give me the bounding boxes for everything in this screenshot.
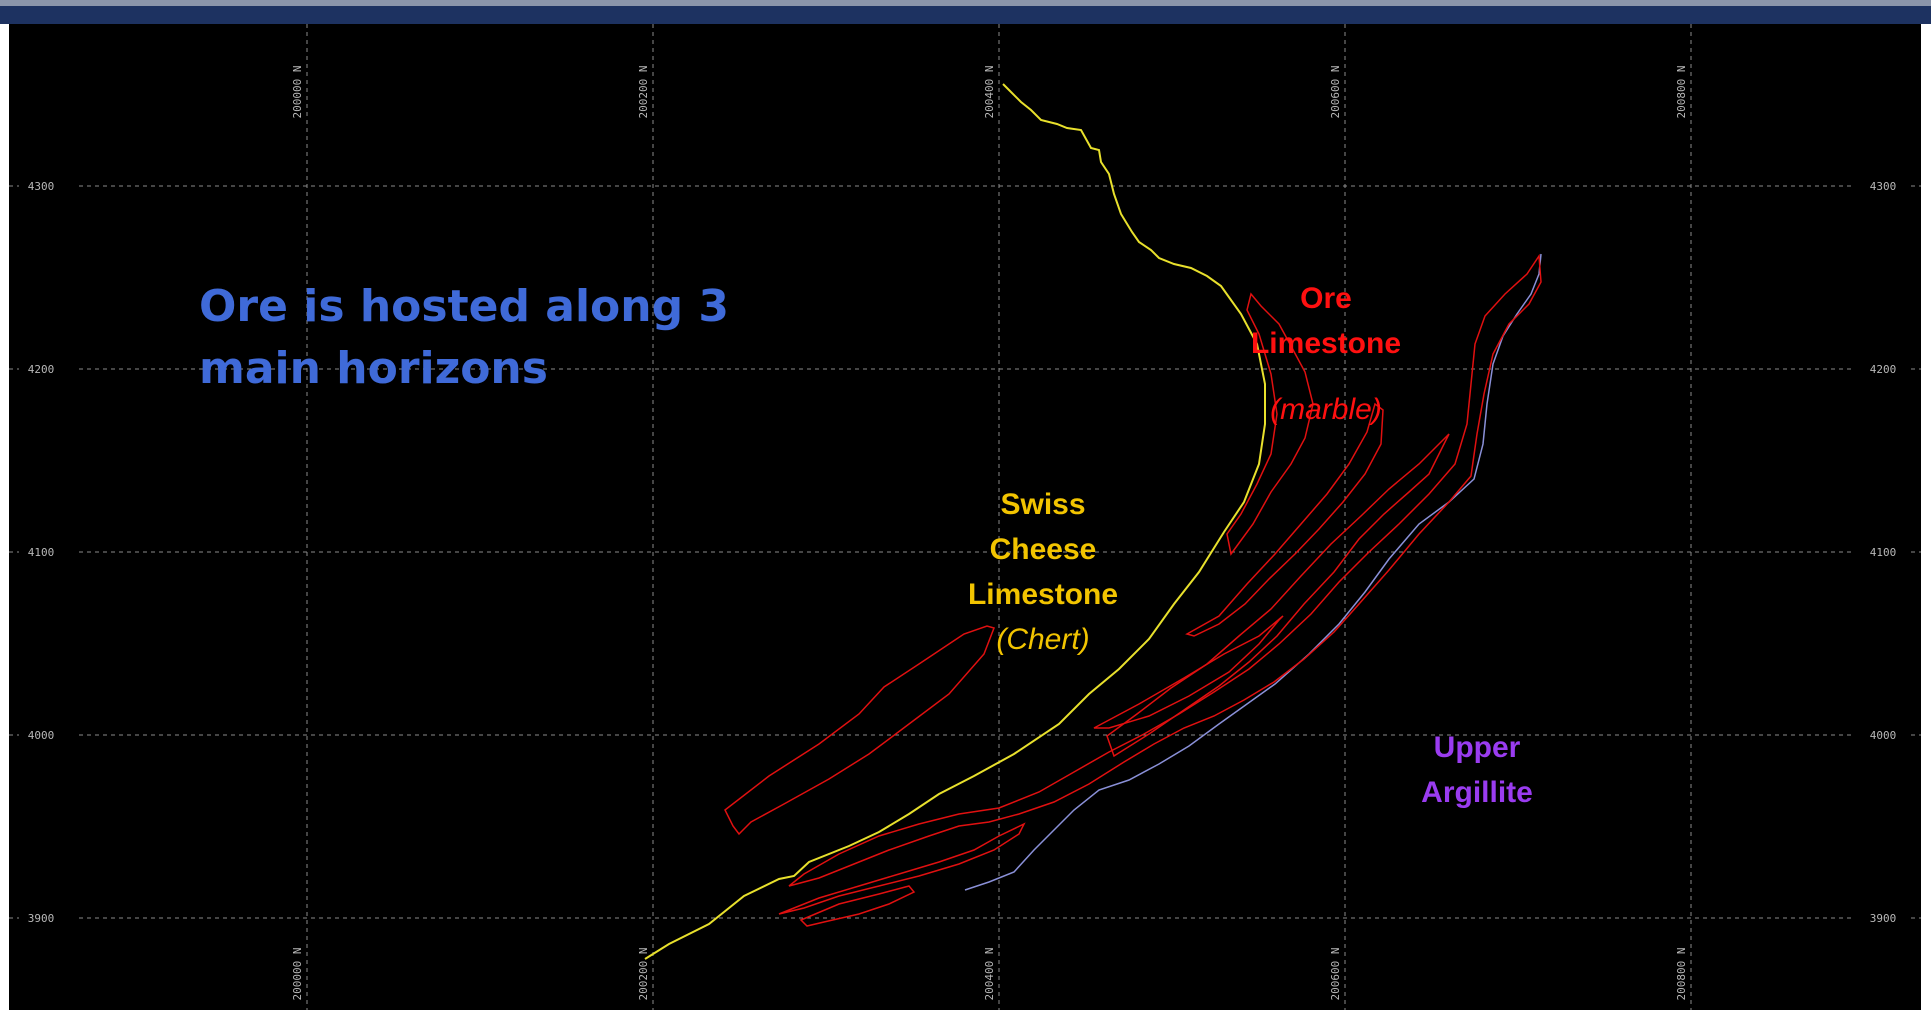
chert-note-label: (Chert) bbox=[953, 572, 1133, 662]
elevation-tick-label: 3900 bbox=[1870, 912, 1897, 925]
elevation-tick-label: 4200 bbox=[28, 363, 55, 376]
elevation-tick-label: 4100 bbox=[28, 546, 55, 559]
elevation-tick-label: 4200 bbox=[1870, 363, 1897, 376]
upper-argillite-name: Upper Argillite bbox=[1421, 731, 1533, 809]
easting-tick-label: 200600 N bbox=[1329, 66, 1342, 119]
ore-lens-inner bbox=[1093, 615, 1284, 729]
marble-note: (marble) bbox=[1270, 393, 1382, 426]
easting-tick-label: 200200 N bbox=[637, 66, 650, 119]
ore-lens-lower bbox=[799, 885, 916, 927]
swiss-cheese-contact-line bbox=[644, 83, 1266, 960]
elevation-tick-label: 4000 bbox=[1870, 729, 1897, 742]
ore-limestone-label: Ore Limestone bbox=[1241, 231, 1411, 366]
easting-tick-label: 200600 N bbox=[1329, 948, 1342, 1001]
easting-tick-label: 200800 N bbox=[1675, 66, 1688, 119]
easting-tick-label: 200200 N bbox=[637, 948, 650, 1001]
ore-horizon-main bbox=[788, 253, 1542, 887]
upper-argillite-label: Upper Argillite bbox=[1387, 680, 1567, 815]
elevation-tick-label: 4000 bbox=[28, 729, 55, 742]
ore-lens-west bbox=[724, 625, 995, 836]
easting-tick-label: 200000 N bbox=[291, 948, 304, 1001]
grid bbox=[9, 24, 1921, 1010]
elevation-tick-label: 4100 bbox=[1870, 546, 1897, 559]
easting-tick-label: 200000 N bbox=[291, 66, 304, 119]
ore-limestone-body bbox=[1185, 402, 1384, 637]
easting-tick-label: 200400 N bbox=[983, 948, 996, 1001]
cross-section-plot: 200000 N 200000 N 200200 N 200200 N 200400 N… bbox=[9, 24, 1921, 1010]
swiss-cheese-limestone-name: Swiss Cheese Limestone bbox=[967, 488, 1119, 611]
ore-limestone-upper bbox=[1226, 292, 1314, 556]
ore-band-lower bbox=[778, 822, 1026, 915]
elevation-tick-label: 4300 bbox=[1870, 180, 1897, 193]
swiss-cheese-limestone-label: Swiss Cheese Limestone bbox=[953, 437, 1133, 617]
marble-note-label: (marble) bbox=[1241, 342, 1411, 432]
grid-labels: 200000 N 200000 N 200200 N 200200 N 200400 N… bbox=[28, 66, 1897, 1001]
slide-title: Ore is hosted along 3 main horizons bbox=[199, 281, 730, 394]
ore-horizon-outlines bbox=[724, 253, 1542, 927]
ore-limestone-middle bbox=[1106, 433, 1450, 758]
title-bar-highlight bbox=[0, 0, 1931, 6]
easting-tick-label: 200800 N bbox=[1675, 948, 1688, 1001]
elevation-tick-label: 4300 bbox=[28, 180, 55, 193]
ore-limestone-name: Ore Limestone bbox=[1250, 282, 1402, 360]
elevation-tick-label: 3900 bbox=[28, 912, 55, 925]
upper-argillite-contact-line bbox=[964, 253, 1542, 891]
geology-traces bbox=[644, 83, 1542, 960]
chert-note: (Chert) bbox=[996, 623, 1090, 656]
easting-tick-label: 200400 N bbox=[983, 66, 996, 119]
cross-section-canvas[interactable]: 200000 N 200000 N 200200 N 200200 N 200400 N… bbox=[9, 24, 1921, 1010]
